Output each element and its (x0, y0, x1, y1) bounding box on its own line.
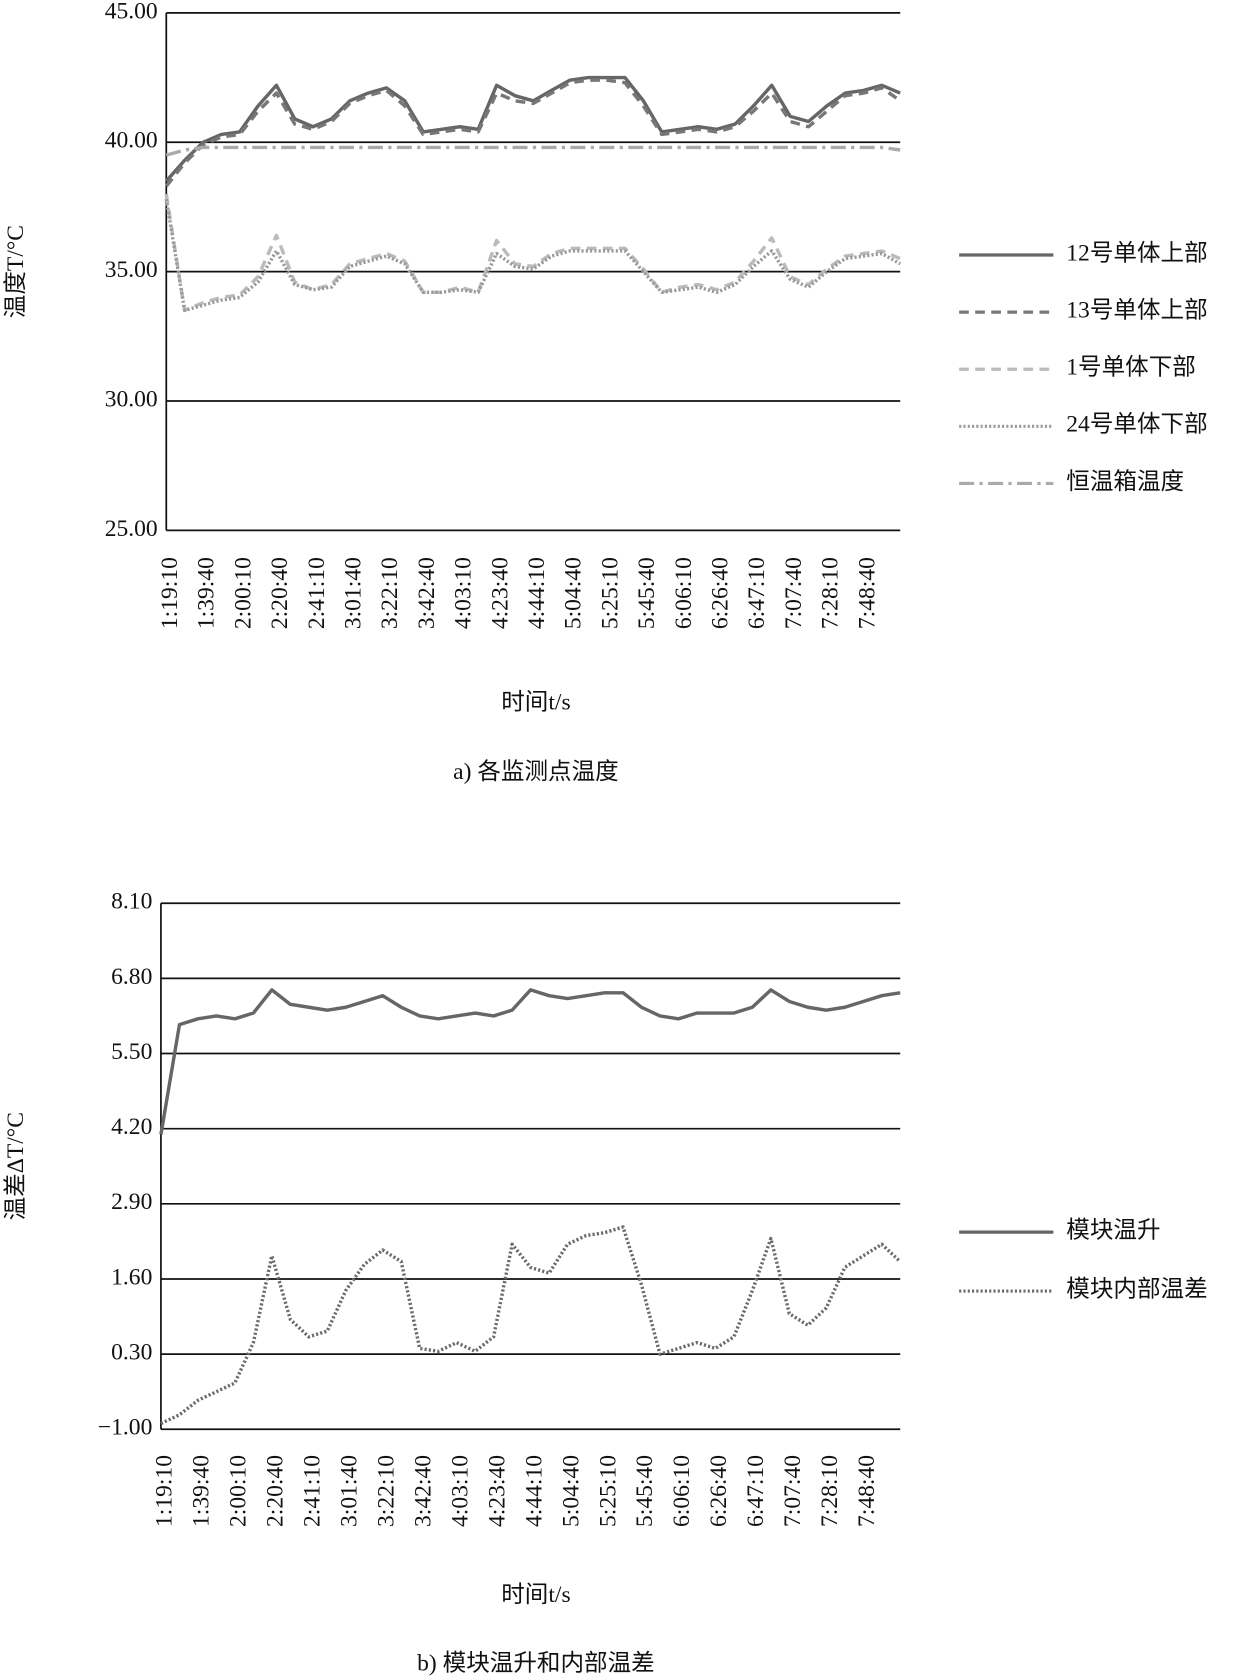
x-tick-label: 5:04:40 (561, 557, 587, 629)
caption: a) 各监测点温度 (453, 758, 619, 785)
y-axis-label: 温度T/°C (2, 225, 29, 318)
y-tick-label: 40.00 (105, 128, 158, 154)
legend-label: 1号单体下部 (1066, 354, 1196, 381)
legend-label: 24号单体下部 (1066, 411, 1207, 438)
y-tick-label: 0.30 (111, 1340, 152, 1366)
x-tick-label: 2:41:10 (300, 1455, 326, 1527)
x-tick-label: 6:06:10 (671, 557, 697, 629)
x-tick-label: 7:07:40 (780, 1455, 806, 1527)
x-tick-label: 7:48:40 (854, 557, 880, 629)
x-tick-label: 7:28:10 (818, 557, 844, 629)
x-tick-label: 6:47:10 (743, 1455, 769, 1527)
x-tick-label: 2:00:10 (226, 1455, 252, 1527)
x-tick-label: 4:23:40 (487, 557, 513, 629)
x-tick-label: 7:28:10 (817, 1455, 843, 1527)
x-tick-label: 4:03:10 (447, 1455, 473, 1527)
x-tick-label: 4:03:10 (451, 557, 477, 629)
y-axis-label: 温差ΔT/°C (2, 1112, 29, 1220)
y-tick-label: 5.50 (111, 1039, 152, 1065)
x-tick-label: 6:26:40 (707, 557, 733, 629)
x-tick-label: 1:19:10 (157, 557, 183, 629)
x-tick-label: 5:45:40 (634, 557, 660, 629)
x-tick-label: 2:20:40 (263, 1455, 289, 1527)
series-line (164, 78, 902, 188)
x-tick-label: 4:23:40 (484, 1455, 510, 1527)
x-tick-label: 7:07:40 (781, 557, 807, 629)
x-tick-label: 2:00:10 (230, 557, 256, 629)
legend-label: 模块温升 (1066, 1217, 1160, 1244)
legend-label: 12号单体上部 (1066, 239, 1207, 266)
x-axis-label: 时间t/s (501, 1581, 570, 1608)
x-tick-label: 2:20:40 (267, 557, 293, 629)
series-line (159, 988, 901, 1135)
x-tick-label: 6:47:10 (744, 557, 770, 629)
x-tick-label: 3:01:40 (341, 557, 367, 629)
x-tick-label: 4:44:10 (521, 1455, 547, 1527)
x-tick-label: 3:22:10 (373, 1455, 399, 1527)
x-tick-label: 2:41:10 (304, 557, 330, 629)
legend-label: 13号单体上部 (1066, 297, 1207, 324)
y-tick-label: 25.00 (105, 516, 158, 542)
y-tick-label: 30.00 (105, 386, 158, 412)
x-tick-label: 1:39:40 (194, 557, 220, 629)
series-line (160, 1225, 902, 1426)
series-line (164, 193, 901, 313)
y-tick-label: 6.80 (111, 964, 152, 990)
y-tick-label: −1.00 (98, 1415, 153, 1441)
y-tick-label: 35.00 (105, 257, 158, 283)
series-line (165, 75, 901, 183)
y-tick-label: 8.10 (111, 889, 152, 915)
y-tick-label: 45.00 (105, 0, 158, 24)
series-line (165, 145, 901, 157)
y-tick-label: 4.20 (111, 1114, 152, 1140)
x-tick-label: 1:39:40 (189, 1455, 215, 1527)
x-tick-label: 7:48:40 (854, 1455, 880, 1527)
x-tick-label: 3:01:40 (337, 1455, 363, 1527)
x-tick-label: 6:06:10 (669, 1455, 695, 1527)
series-line (164, 198, 902, 313)
x-tick-label: 5:04:40 (558, 1455, 584, 1527)
x-tick-label: 5:45:40 (632, 1455, 658, 1527)
legend-label: 模块内部温差 (1066, 1275, 1207, 1302)
y-tick-label: 1.60 (111, 1264, 152, 1290)
x-tick-label: 3:42:40 (410, 1455, 436, 1527)
caption: b) 模块温升和内部温差 (417, 1649, 655, 1676)
x-tick-label: 4:44:10 (524, 557, 550, 629)
x-axis-label: 时间t/s (501, 688, 570, 715)
x-tick-label: 3:42:40 (414, 557, 440, 629)
x-tick-label: 5:25:10 (597, 557, 623, 629)
legend-label: 恒温箱温度 (1066, 468, 1184, 495)
x-tick-label: 1:19:10 (152, 1455, 178, 1527)
x-tick-label: 5:25:10 (595, 1455, 621, 1527)
y-tick-label: 2.90 (111, 1189, 152, 1215)
x-tick-label: 3:22:10 (377, 557, 403, 629)
x-tick-label: 6:26:40 (706, 1455, 732, 1527)
